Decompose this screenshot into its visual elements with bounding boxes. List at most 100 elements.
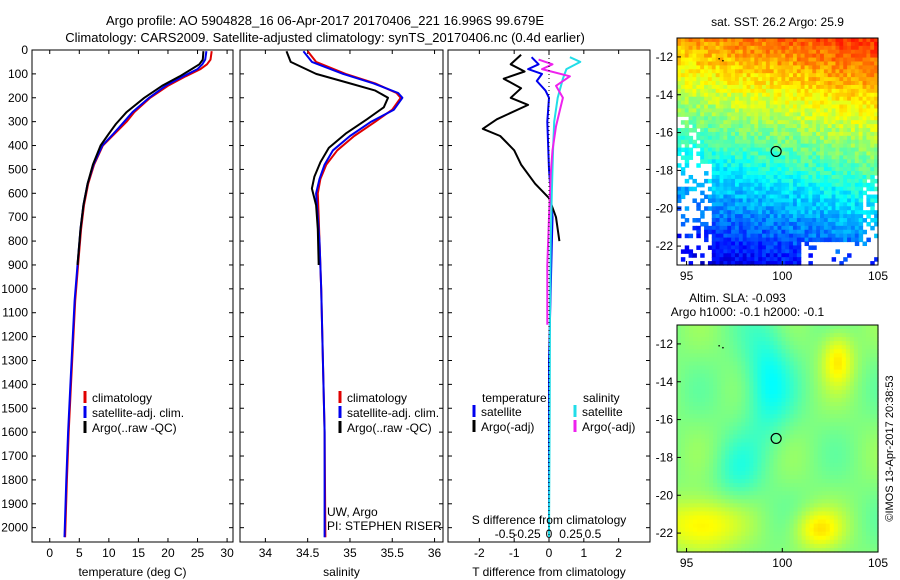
sst-map-cell [692,116,697,121]
sst-map-cell [731,65,736,70]
sst-map-cell [680,73,686,78]
sla-map-cell [745,422,750,427]
sla-map-cell [853,450,859,456]
sst-map-cell [715,77,721,82]
sst-map-cell [723,116,728,121]
sla-map-cell [713,345,718,350]
sla-map-cell [685,474,690,480]
sla-map-cell [733,393,738,399]
sla-map-cell [861,438,867,444]
sla-map-cell [745,325,750,330]
sst-map-cell [704,45,709,51]
sla-map-cell [765,454,771,460]
sla-map-cell [785,474,791,480]
sst-map-cell [858,174,864,180]
sst-map-cell [711,206,717,211]
sla-map-cell [749,357,754,363]
sst-map-cell [742,210,748,215]
sst-map-cell [831,57,837,63]
sst-map-cell [823,65,829,70]
sst-map-cell [680,38,686,43]
sst-map-cell [831,124,837,129]
sst-map-cell [862,61,868,66]
sst-map-cell [835,182,840,188]
sst-map-cell [858,229,864,235]
sst-map-cell [723,257,728,262]
sst-map-cell [866,128,871,133]
sla-map-cell [749,325,754,330]
sla-map-cell [677,470,682,476]
sst-map-cell [723,186,728,192]
sst-map-cell [808,108,813,113]
sla-map-cell [737,353,742,359]
sst-map-cell [715,245,721,250]
sst-map-cell [750,88,755,94]
sst-map-cell [762,190,767,196]
sla-map-cell [733,430,738,436]
sst-map-cell [847,139,852,145]
sla-map-cell [793,369,799,375]
sla-map-cell [741,353,746,359]
sst-map-cell [704,38,709,43]
sst-map-cell [866,143,871,149]
sst-map-cell [723,120,728,125]
sst-map-cell [850,128,856,133]
sla-map-cell [693,487,698,492]
sst-map-cell [731,108,736,113]
sst-map-cell [734,124,740,129]
sst-map-cell [758,131,763,137]
sst-map-cell [781,194,786,200]
sst-map-cell [769,221,775,227]
sst-map-cell [874,124,879,129]
sst-map-cell [777,167,782,172]
sst-map-cell [734,92,740,98]
sst-map-cell [742,253,748,258]
sla-map-cell [697,357,702,363]
sst-map-cell [707,100,713,106]
sla-map-cell [689,487,694,492]
sst-map-cell [727,225,732,231]
sst-map-cell [847,116,852,121]
sst-map-cell [754,253,759,258]
sst-map-cell [854,57,860,63]
sst-map-cell [781,41,786,47]
sst-map-cell [796,49,802,55]
sst-map-cell [820,38,825,43]
sst-map-cell [816,45,821,51]
sst-map-cell [862,171,868,176]
sla-map-cell [773,397,779,403]
sla-map-cell [729,357,734,363]
sla-map-cell [725,385,730,391]
sla-map-cell [817,345,823,350]
sst-map-cell [843,100,848,106]
sla-map-cell [861,414,867,419]
sla-map-cell [801,369,807,375]
sst-map-cell [769,41,775,47]
sla-map-cell [689,450,694,456]
sst-map-cell [769,128,775,133]
sst-map-cell [742,159,748,164]
sst-map-cell [789,100,794,106]
sst-map-cell [847,104,852,110]
sst-map-cell [762,163,767,168]
sst-map-cell [827,131,833,137]
sla-map-cell [829,462,835,468]
sla-map-cell [729,426,734,431]
sst-map-cell [738,53,744,59]
sst-map-cell [847,198,852,203]
sst-map-cell [742,194,748,200]
sst-map-cell [754,233,759,239]
sst-map-cell [742,202,748,207]
sla-map-cell [865,402,871,407]
sst-map-cell [816,214,821,219]
sst-map-cell [823,61,829,66]
sst-map-cell [816,116,821,121]
sst-map-cell [858,77,864,82]
sst-map-cell [792,108,798,113]
sla-map-cell [689,466,694,472]
sla-map-cell [785,381,791,387]
sla-map-cell [777,353,783,359]
sst-map-cell [734,210,740,215]
sst-map-cell [742,174,748,180]
sst-map-cell [800,38,806,43]
